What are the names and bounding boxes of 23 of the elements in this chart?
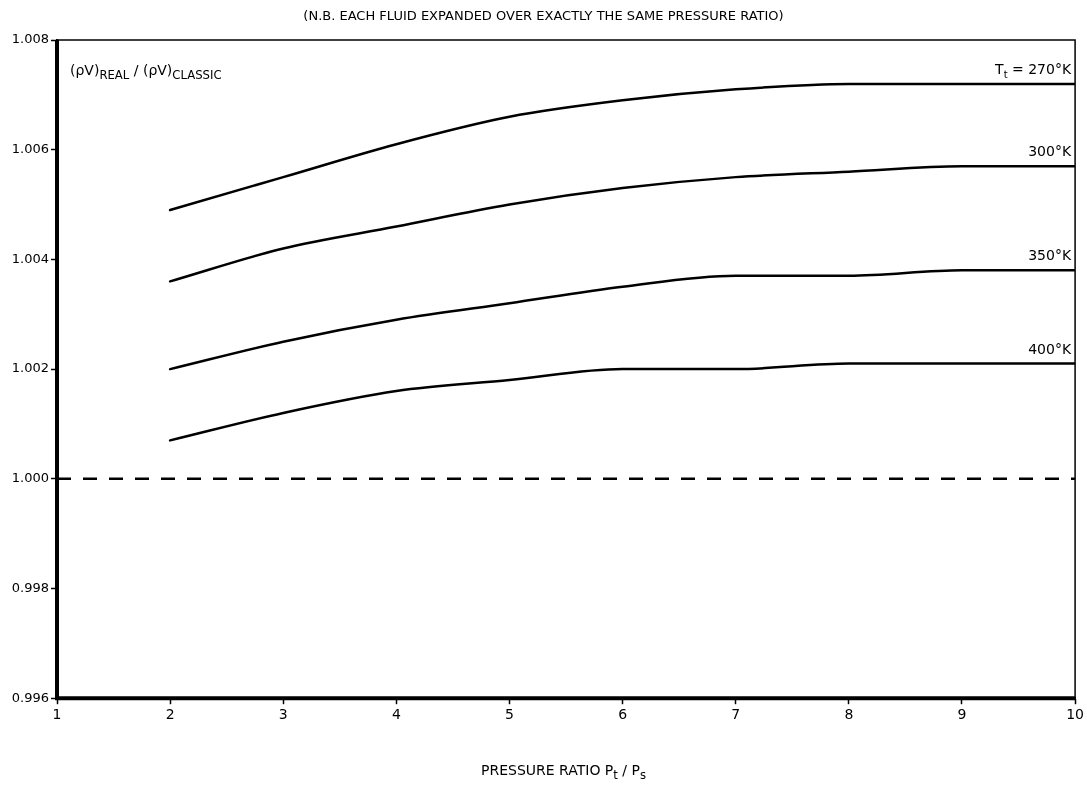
x-tick-label: 1: [52, 706, 62, 723]
x-tick-label: 2: [165, 706, 175, 723]
series-label: 400°K: [1028, 340, 1072, 357]
y-tick-label: 1.008: [11, 31, 49, 47]
y-tick-label: 1.002: [11, 360, 49, 376]
y-axis-title: (ρV)$_{REAL}$ / (ρV)$_{CLASSIC}$: [70, 62, 222, 82]
chart-title: (N.B. EACH FLUID EXPANDED OVER EXACTLY THE SAME PRESSURE RATIO): [302, 8, 785, 23]
y-tick-label: 0.998: [11, 579, 49, 595]
y-tick-label: 1.000: [11, 470, 49, 486]
series-label: 350°K: [1028, 247, 1072, 264]
series-label: 300°K: [1028, 143, 1072, 160]
x-tick-label: 6: [618, 706, 628, 723]
x-tick-label: 8: [844, 706, 854, 723]
x-tick-label: 4: [391, 706, 401, 723]
x-tick-label: 9: [957, 706, 967, 723]
x-tick-label: 7: [731, 706, 741, 723]
y-tick-label: 1.006: [11, 141, 49, 157]
x-tick-label: 10: [1066, 706, 1085, 723]
x-tick-label: 3: [278, 706, 288, 723]
x-axis-title: PRESSURE RATIO P$_{t}$ / P$_{s}$: [480, 762, 647, 782]
x-tick-label: 5: [505, 706, 514, 723]
y-tick-label: 0.996: [11, 689, 49, 705]
y-tick-label: 1.004: [11, 250, 49, 266]
